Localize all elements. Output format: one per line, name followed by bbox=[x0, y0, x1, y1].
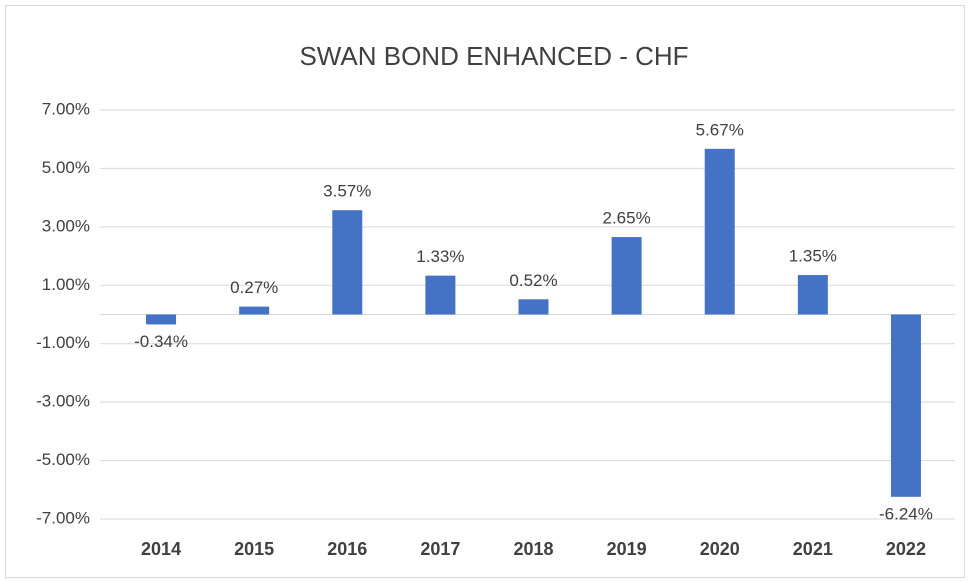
y-tick-label: 3.00% bbox=[42, 216, 90, 235]
y-tick-label: 5.00% bbox=[42, 158, 90, 177]
bar bbox=[890, 314, 921, 497]
x-tick-label: 2022 bbox=[886, 539, 926, 559]
x-tick-label: 2016 bbox=[327, 539, 367, 559]
y-tick-label: -3.00% bbox=[36, 392, 90, 411]
y-tick-label: -7.00% bbox=[36, 508, 90, 527]
data-label: 2.65% bbox=[603, 209, 651, 228]
x-tick-label: 2017 bbox=[420, 539, 460, 559]
bar bbox=[797, 275, 828, 315]
x-tick-label: 2018 bbox=[513, 539, 553, 559]
bar bbox=[332, 210, 363, 315]
bar bbox=[146, 314, 177, 325]
x-tick-label: 2015 bbox=[234, 539, 274, 559]
data-label: 0.52% bbox=[509, 271, 557, 290]
y-tick-label: 7.00% bbox=[42, 99, 90, 118]
data-label: 3.57% bbox=[323, 182, 371, 201]
y-tick-label: -5.00% bbox=[36, 450, 90, 469]
x-tick-label: 2019 bbox=[607, 539, 647, 559]
bar bbox=[518, 299, 549, 315]
x-tick-label: 2021 bbox=[793, 539, 833, 559]
x-tick-label: 2020 bbox=[700, 539, 740, 559]
y-tick-label: 1.00% bbox=[42, 275, 90, 294]
data-label: 1.33% bbox=[416, 247, 464, 266]
x-tick-label: 2014 bbox=[141, 539, 181, 559]
bar bbox=[425, 275, 456, 315]
data-label: 1.35% bbox=[789, 247, 837, 266]
bar bbox=[704, 148, 735, 315]
data-label: 0.27% bbox=[230, 278, 278, 297]
bar bbox=[611, 237, 642, 315]
data-label: 5.67% bbox=[696, 120, 744, 139]
y-tick-label: -1.00% bbox=[36, 333, 90, 352]
data-label: -6.24% bbox=[879, 504, 933, 523]
bar bbox=[239, 306, 270, 315]
data-label: -0.34% bbox=[134, 332, 188, 351]
chart-title: SWAN BOND ENHANCED - CHF bbox=[299, 41, 688, 71]
